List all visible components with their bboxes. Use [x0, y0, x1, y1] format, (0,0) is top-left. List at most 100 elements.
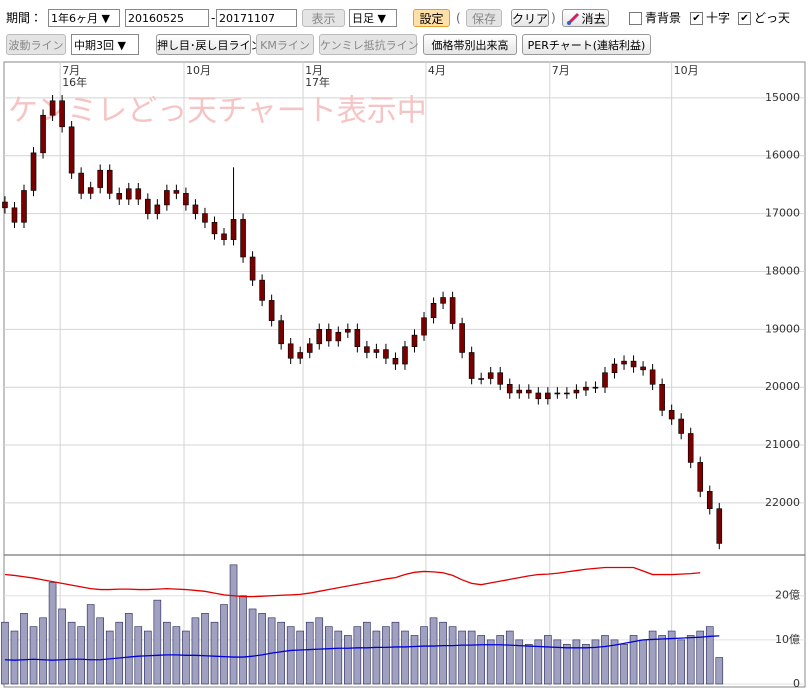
- volume-bar: [267, 617, 276, 685]
- x-tick-label: 4月: [428, 64, 446, 77]
- paren-open: (: [456, 11, 461, 25]
- checkbox[interactable]: ✔: [738, 12, 751, 25]
- volume-bar: [229, 564, 238, 685]
- checkbox-label: 十字: [706, 11, 731, 25]
- wave-button[interactable]: 波動ライン: [6, 34, 66, 55]
- y-tick-label: 20000: [765, 380, 800, 393]
- candle-body: [68, 126, 75, 174]
- volume-bar: [439, 621, 447, 685]
- y-tick-label: 17000: [765, 207, 800, 220]
- clear-button[interactable]: クリア: [511, 9, 549, 27]
- candle-body: [649, 369, 656, 385]
- volume-bar: [191, 617, 200, 685]
- candle-body: [59, 100, 65, 128]
- volume-profile-button[interactable]: 価格帯別出来高: [423, 34, 517, 55]
- candle-body: [306, 343, 313, 353]
- candle-body: [640, 366, 646, 371]
- checkbox[interactable]: [629, 12, 642, 25]
- y-tick-label: 15000: [765, 91, 800, 104]
- volume-bar: [115, 621, 124, 685]
- x-tick-label: 10月: [186, 64, 211, 77]
- period-select[interactable]: 1年6ヶ月 ▼: [48, 9, 120, 27]
- year-label: 17年: [305, 75, 330, 89]
- volume-bar: [677, 639, 685, 685]
- x-tick-label: 1月: [305, 64, 323, 77]
- candle-body: [116, 193, 123, 200]
- end-date-input[interactable]: 20171107: [216, 9, 297, 27]
- save-button[interactable]: 保存: [466, 9, 502, 27]
- wave-select[interactable]: 中期3回 ▼: [71, 34, 139, 55]
- volume-bar: [401, 630, 409, 685]
- candle-body: [459, 323, 465, 353]
- candle-body: [78, 172, 84, 194]
- candle-body: [706, 491, 713, 510]
- start-date-input[interactable]: 20160525: [125, 9, 209, 27]
- per-chart-button[interactable]: PERチャート(連結利益): [522, 34, 651, 55]
- candle-body: [402, 346, 408, 365]
- volume-bar: [20, 613, 28, 685]
- y-tick-label: 20億: [775, 589, 800, 602]
- volume-bar: [429, 617, 438, 685]
- volume-bar: [363, 621, 371, 685]
- volume-bar: [572, 639, 581, 685]
- candle-body: [211, 221, 218, 235]
- resistance-button[interactable]: ケンミレ抵抗ライン: [319, 34, 419, 55]
- pullback-button[interactable]: 押し目･戻し目ライン: [156, 34, 262, 55]
- volume-bar: [258, 613, 266, 685]
- volume-bar: [505, 630, 514, 685]
- candle-body: [164, 190, 170, 206]
- candle-body: [687, 433, 694, 463]
- y-tick-label: 18000: [765, 264, 800, 277]
- candle-body: [659, 384, 665, 411]
- candle-body: [630, 360, 637, 368]
- volume-bar: [372, 630, 381, 685]
- candle-body: [364, 346, 370, 353]
- candle-body: [268, 300, 275, 321]
- y-tick-label: 10億: [775, 633, 800, 646]
- candle-body: [297, 352, 304, 359]
- km-button[interactable]: KMライン: [256, 34, 314, 55]
- candle-body: [440, 297, 446, 304]
- candle-body: [173, 190, 180, 194]
- candle-body: [240, 219, 246, 258]
- volume-bar: [86, 604, 95, 685]
- volume-bar: [639, 639, 647, 685]
- candle-body: [411, 334, 418, 347]
- volume-bar: [105, 630, 114, 685]
- volume-bar: [410, 635, 419, 685]
- volume-bar: [58, 608, 66, 685]
- candle-body: [202, 213, 208, 223]
- settings-button[interactable]: 設定: [413, 9, 450, 27]
- volume-bar: [39, 617, 47, 685]
- volume-bar: [163, 621, 171, 685]
- checkbox[interactable]: ✔: [690, 12, 703, 25]
- candle-body: [125, 188, 132, 200]
- erase-button[interactable]: 消去: [562, 9, 609, 27]
- y-tick-label: 19000: [765, 322, 800, 335]
- x-tick-label: 7月: [62, 64, 80, 77]
- candle-body: [2, 201, 8, 209]
- interval-select[interactable]: 日足 ▼: [349, 9, 397, 27]
- erase-label: 消去: [581, 12, 606, 26]
- x-tick-label: 10月: [674, 64, 699, 77]
- candle-body: [354, 329, 361, 347]
- volume-bar: [305, 621, 314, 685]
- candle-body: [430, 302, 437, 319]
- candle-body: [49, 100, 56, 116]
- candle-body: [611, 363, 618, 374]
- candle-body: [697, 462, 704, 492]
- volume-bar: [382, 626, 390, 685]
- volume-bar: [353, 626, 362, 685]
- candle-body: [716, 508, 723, 544]
- show-button[interactable]: 表示: [302, 9, 345, 27]
- candle-body: [221, 233, 227, 240]
- volume-bar: [144, 630, 152, 685]
- candle-body: [545, 392, 551, 400]
- volume-bar: [420, 626, 428, 685]
- volume-bar: [334, 630, 343, 685]
- candle-body: [316, 329, 323, 345]
- volume-bar: [667, 630, 676, 685]
- candle-body: [145, 198, 151, 214]
- candle-body: [345, 329, 351, 333]
